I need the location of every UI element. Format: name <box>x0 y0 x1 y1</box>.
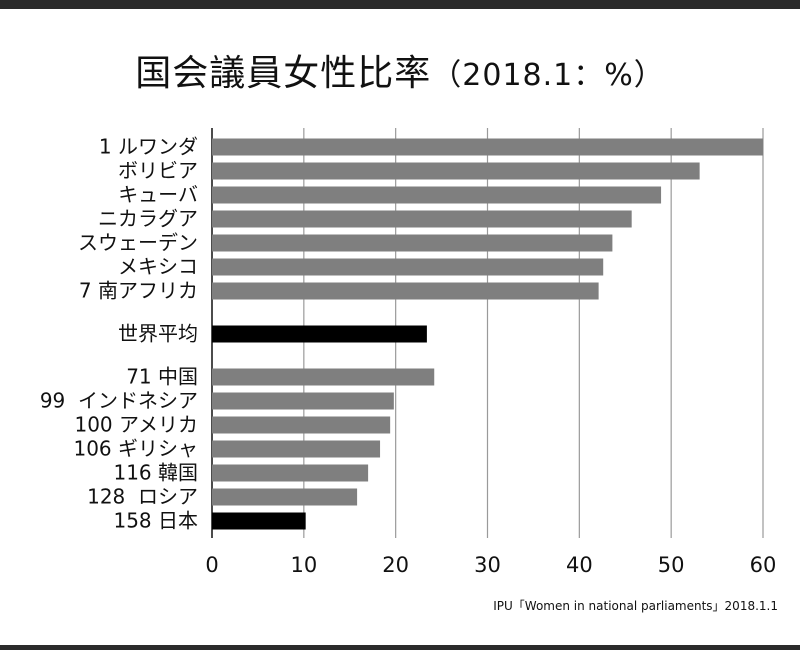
category-label: キューバ <box>118 183 198 207</box>
chart-title-text: 国会議員女性比率 <box>135 53 432 94</box>
bar <box>212 440 381 458</box>
bar <box>212 258 604 276</box>
category-label: 世界平均 <box>118 322 198 346</box>
x-tick-label: 50 <box>658 553 685 577</box>
top-frame-bar <box>0 0 800 9</box>
category-label: 128 ロシア <box>87 485 198 509</box>
bar <box>212 325 427 343</box>
category-label: ニカラグア <box>98 207 198 231</box>
bar <box>212 162 700 180</box>
category-label: ボリビア <box>118 159 198 183</box>
bar <box>212 488 358 506</box>
bar <box>212 282 599 300</box>
x-tick-label: 30 <box>474 553 501 577</box>
x-tick-label: 10 <box>290 553 317 577</box>
category-label: 116 韓国 <box>113 461 198 485</box>
category-label: 158 日本 <box>113 509 198 533</box>
bar <box>212 186 662 204</box>
bar <box>212 234 613 252</box>
x-tick-label: 0 <box>205 553 218 577</box>
bar <box>212 210 632 228</box>
category-label: メキシコ <box>118 255 198 279</box>
bar <box>212 512 306 530</box>
x-tick-label: 60 <box>750 553 777 577</box>
bar <box>212 138 763 156</box>
category-label: 99 インドネシア <box>40 389 198 413</box>
source-note: IPU「Women in national parliaments」2018.1… <box>493 599 778 613</box>
chart-title-unit: （2018.1：%） <box>431 58 665 93</box>
bottom-frame-bar <box>0 645 800 650</box>
x-tick-label: 40 <box>566 553 593 577</box>
bar <box>212 368 435 386</box>
x-tick-label: 20 <box>382 553 409 577</box>
bar <box>212 416 391 434</box>
category-label: 1 ルワンダ <box>99 135 198 159</box>
category-label: 100 アメリカ <box>74 413 198 437</box>
category-label: 71 中国 <box>126 365 198 389</box>
category-label: スウェーデン <box>78 231 198 255</box>
bar <box>212 464 369 482</box>
bar <box>212 392 394 410</box>
chart-title: 国会議員女性比率（2018.1：%） <box>0 44 800 96</box>
category-label: 106 ギリシャ <box>73 437 198 461</box>
category-label: 7 南アフリカ <box>79 279 198 303</box>
